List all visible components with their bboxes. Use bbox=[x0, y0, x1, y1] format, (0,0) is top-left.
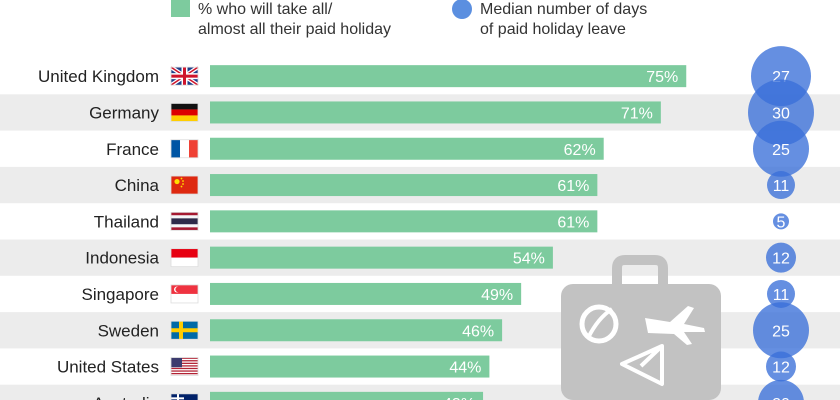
country-label: France bbox=[106, 140, 159, 159]
legend-bar-line2: almost all their paid holiday bbox=[198, 21, 391, 38]
bar bbox=[210, 391, 484, 400]
holiday-days-label: 11 bbox=[773, 287, 790, 304]
bar bbox=[210, 174, 598, 197]
singapore-flag-icon bbox=[170, 284, 199, 304]
holiday-days-label: 11 bbox=[773, 178, 790, 195]
airplane-icon bbox=[645, 306, 705, 345]
suitcase-icon bbox=[561, 255, 721, 400]
bar bbox=[210, 101, 661, 124]
bar bbox=[210, 282, 522, 305]
bar-value-label: 62% bbox=[564, 142, 596, 159]
holiday-days-circle bbox=[753, 120, 809, 177]
bar-value-label: 71% bbox=[621, 105, 653, 122]
legend-circle-line2: of paid holiday leave bbox=[480, 21, 626, 38]
country-label: United States bbox=[57, 358, 159, 377]
france-flag-icon bbox=[170, 139, 199, 159]
holiday-days-label: 12 bbox=[772, 360, 790, 377]
australia-flag-icon bbox=[170, 393, 199, 400]
bar bbox=[210, 355, 490, 378]
bar-value-label: 75% bbox=[646, 69, 678, 86]
holiday-days-circle bbox=[766, 351, 796, 382]
thailand-flag-icon bbox=[170, 211, 199, 231]
country-label: Indonesia bbox=[85, 249, 159, 268]
holiday-days-label: 20 bbox=[772, 396, 790, 400]
bar bbox=[210, 137, 604, 160]
country-label: Singapore bbox=[81, 285, 159, 304]
holiday-days-circle bbox=[753, 302, 809, 359]
holiday-days-circle bbox=[767, 279, 795, 308]
uk-flag-icon bbox=[169, 65, 200, 87]
bar-value-label: 43% bbox=[443, 396, 475, 400]
bar-value-label: 44% bbox=[449, 360, 481, 377]
bar-value-label: 54% bbox=[513, 251, 545, 268]
sweden-flag-icon bbox=[170, 320, 199, 340]
holiday-days-circle bbox=[773, 213, 789, 230]
holiday-days-circle bbox=[767, 171, 795, 200]
bar-value-label: 49% bbox=[481, 287, 513, 304]
bar-value-label: 46% bbox=[462, 323, 494, 340]
holiday-days-circle bbox=[766, 242, 796, 273]
legend-circle-swatch bbox=[452, 0, 472, 19]
paper-plane-icon bbox=[620, 344, 664, 386]
holiday-days-label: 25 bbox=[772, 323, 790, 340]
holiday-days-label: 12 bbox=[772, 251, 790, 268]
bar bbox=[210, 246, 553, 269]
holiday-days-circle bbox=[758, 379, 804, 400]
country-label: China bbox=[115, 176, 160, 195]
holiday-days-label: 30 bbox=[772, 105, 790, 122]
country-label: United Kingdom bbox=[38, 67, 159, 86]
usa-flag-icon bbox=[170, 357, 199, 376]
country-label: Thailand bbox=[94, 212, 159, 231]
country-label: Australia bbox=[93, 394, 160, 400]
country-label: Sweden bbox=[98, 321, 159, 340]
legend: % who will take all/ almost all their pa… bbox=[171, 0, 647, 38]
bar bbox=[210, 319, 503, 342]
bars: 75% 71% 62% 61% 61% 54% 49% 46% 44% 43% bbox=[210, 65, 687, 400]
flags bbox=[169, 65, 200, 400]
indonesia-flag-icon bbox=[170, 248, 199, 268]
holiday-days-label: 5 bbox=[777, 214, 786, 231]
country-labels: United Kingdom Germany France China Thailand… bbox=[38, 67, 160, 400]
bar-value-label: 61% bbox=[557, 178, 589, 195]
leaf-icon bbox=[579, 304, 619, 344]
legend-circle-line1: Median number of days bbox=[480, 1, 647, 18]
bar-value-label: 61% bbox=[557, 214, 589, 231]
bar bbox=[210, 210, 598, 233]
holiday-days-circles: 2730251151211251220 bbox=[748, 46, 814, 400]
legend-bar-line1: % who will take all/ bbox=[198, 1, 333, 18]
legend-bar-swatch bbox=[171, 0, 190, 17]
country-label: Germany bbox=[89, 103, 159, 122]
germany-flag-icon bbox=[170, 103, 199, 122]
bar bbox=[210, 65, 687, 88]
holiday-days-label: 25 bbox=[772, 142, 790, 159]
china-flag-icon bbox=[170, 175, 199, 195]
